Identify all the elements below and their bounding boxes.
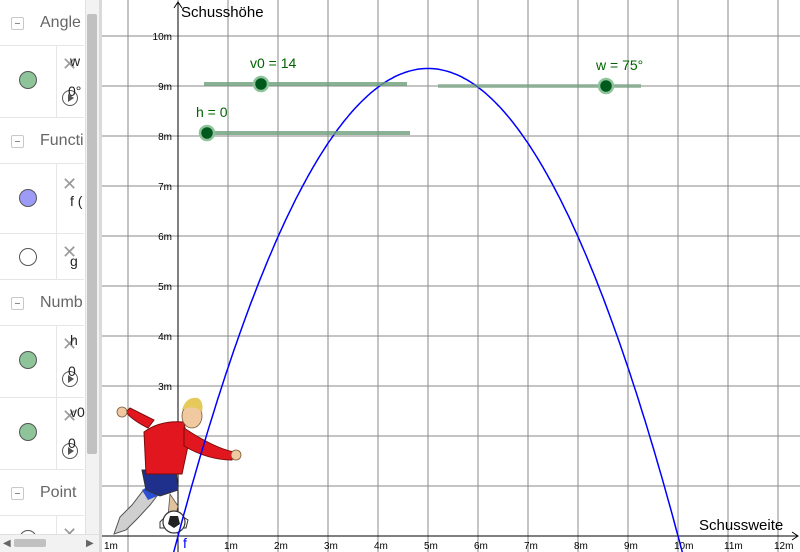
horizontal-scrollbar[interactable]: [0, 534, 99, 552]
category-label: Numb: [40, 294, 83, 311]
row-gutter: [56, 234, 57, 279]
x-tick-label: 5m: [424, 541, 438, 552]
x-tick-label: 1m: [224, 541, 238, 552]
category-label: Functi: [40, 132, 84, 149]
slider-h-label: h = 0: [196, 104, 228, 120]
y-axis-arrow: [173, 1, 183, 9]
scroll-left-icon[interactable]: ◀: [3, 538, 11, 549]
object-value: 0: [68, 363, 76, 379]
collapse-icon[interactable]: [11, 297, 24, 310]
object-row-number-v0[interactable]: ✕ v0 0: [0, 398, 85, 470]
slider-v0-label: v0 = 14: [250, 55, 297, 71]
y-tick-label: 5m: [158, 282, 172, 293]
scroll-right-icon[interactable]: ▶: [86, 538, 94, 549]
x-axis-label: Schussweite: [699, 517, 783, 534]
y-tick-label: 9m: [158, 82, 172, 93]
function-definition: f (: [70, 193, 83, 209]
grid: [102, 0, 800, 552]
y-tick-label: 7m: [158, 182, 172, 193]
footballer-image: [113, 397, 242, 535]
category-function[interactable]: Functi: [0, 118, 84, 164]
row-gutter: [56, 398, 57, 469]
category-number[interactable]: Numb: [0, 280, 84, 326]
y-tick-label: 10m: [153, 32, 172, 43]
object-row-function-f[interactable]: ✕ f (: [0, 164, 84, 234]
visibility-marble[interactable]: [19, 248, 37, 266]
x-tick-label: 3m: [324, 541, 338, 552]
visibility-marble[interactable]: [19, 423, 37, 441]
slider-v0[interactable]: v0 = 14: [204, 55, 407, 93]
play-icon[interactable]: [62, 371, 78, 387]
delete-icon[interactable]: ✕: [62, 406, 78, 426]
row-gutter: [56, 46, 57, 117]
x-tick-label: 9m: [624, 541, 638, 552]
object-name: h: [70, 332, 78, 348]
play-icon[interactable]: [62, 443, 78, 459]
horizontal-scroll-thumb[interactable]: [14, 539, 46, 547]
x-axis-arrow: [791, 531, 799, 541]
row-gutter: [56, 326, 57, 397]
play-icon[interactable]: [62, 90, 78, 106]
slider-h-knob[interactable]: [198, 124, 216, 142]
slider-h[interactable]: h = 0: [196, 104, 410, 142]
visibility-marble[interactable]: [19, 351, 37, 369]
x-tick-label: 8m: [574, 541, 588, 552]
collapse-icon[interactable]: [11, 487, 24, 500]
category-point[interactable]: Point: [0, 470, 84, 516]
x-tick-label: 6m: [474, 541, 488, 552]
curve-label: f: [183, 535, 187, 551]
visibility-marble[interactable]: [19, 189, 37, 207]
object-name: w: [70, 53, 81, 69]
y-tick-label: 3m: [158, 382, 172, 393]
x-tick-label: 1m: [104, 541, 118, 552]
collapse-icon[interactable]: [11, 135, 24, 148]
object-row-number-h[interactable]: ✕ h 0: [0, 326, 84, 398]
slider-w[interactable]: w = 75°: [438, 57, 643, 95]
y-tick-label: 8m: [158, 132, 172, 143]
delete-icon[interactable]: ✕: [62, 334, 78, 354]
object-name: v0: [70, 404, 85, 420]
y-tick-label: 4m: [158, 332, 172, 343]
slider-v0-knob[interactable]: [252, 75, 270, 93]
function-definition: g: [70, 253, 78, 269]
row-gutter: [56, 164, 57, 233]
y-axis-label: Schusshöhe: [181, 4, 264, 21]
x-tick-label: 12m: [774, 541, 793, 552]
y-tick-label: 6m: [158, 232, 172, 243]
x-tick-label: 2m: [274, 541, 288, 552]
delete-icon[interactable]: ✕: [62, 174, 78, 194]
delete-icon[interactable]: ✕: [62, 242, 78, 262]
object-value: 0: [68, 435, 76, 451]
category-angle[interactable]: Angle: [0, 0, 84, 46]
slider-w-label: w = 75°: [595, 57, 643, 73]
object-row-function-g[interactable]: ✕ g: [0, 234, 84, 280]
object-row-angle-w[interactable]: ✕ w 0°: [0, 46, 84, 118]
x-tick-label: 4m: [374, 541, 388, 552]
category-label: Point: [40, 484, 77, 501]
x-tick-label: 10m: [674, 541, 693, 552]
trajectory-curve[interactable]: [172, 67, 684, 552]
category-label: Angle: [40, 14, 81, 31]
collapse-icon[interactable]: [11, 17, 24, 30]
view-divider[interactable]: [99, 0, 102, 552]
x-tick-label: 11m: [724, 541, 743, 552]
delete-icon[interactable]: ✕: [62, 54, 78, 74]
vertical-scroll-thumb[interactable]: [87, 14, 97, 454]
visibility-marble[interactable]: [19, 71, 37, 89]
object-value: 0°: [68, 83, 82, 99]
slider-w-knob[interactable]: [597, 77, 615, 95]
x-tick-label: 7m: [524, 541, 538, 552]
algebra-view: Angle ✕ w 0° Functi ✕ f ( ✕ g Num: [0, 0, 99, 552]
